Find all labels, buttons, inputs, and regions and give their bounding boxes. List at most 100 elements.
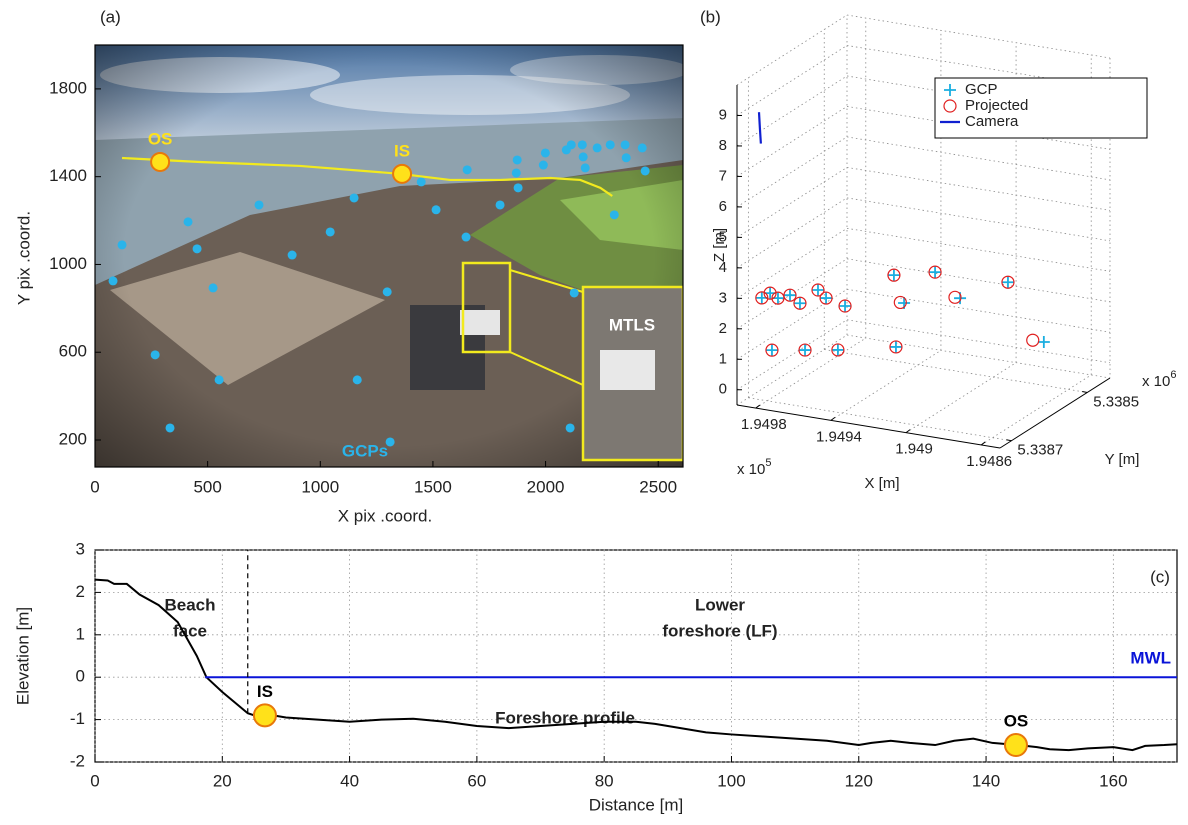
x-axis — [736, 404, 1001, 449]
gcp-point — [621, 153, 631, 163]
gcp-point — [431, 205, 441, 215]
gcp-point — [214, 375, 224, 385]
gcp-marker — [887, 269, 900, 282]
box-edge — [846, 14, 1111, 59]
gcp-marker — [929, 266, 942, 279]
gcp-point — [605, 140, 615, 150]
shoreline — [121, 156, 613, 197]
station-point — [252, 703, 277, 728]
grid-line — [736, 136, 848, 208]
y-axis — [999, 377, 1111, 449]
gcp-point — [578, 152, 588, 162]
gcp-point — [462, 165, 472, 175]
series-label: GCPs — [342, 441, 388, 460]
panel-label: (a) — [100, 7, 121, 26]
projected-marker — [948, 290, 962, 304]
x-tick-label: 160 — [1099, 771, 1127, 790]
x-tick-label: 1000 — [301, 477, 339, 496]
x-tick-label: 140 — [972, 771, 1000, 790]
x-tick-label: 1.9498 — [741, 416, 787, 433]
gcp-point — [580, 163, 590, 173]
projected-marker — [755, 291, 769, 305]
y-tick — [1006, 439, 1012, 442]
gcp-marker — [811, 284, 824, 297]
legend-label: Projected — [965, 97, 1028, 114]
panel-label: (b) — [700, 7, 721, 26]
gcp-point — [640, 166, 650, 176]
y-tick-label: 200 — [59, 429, 87, 448]
inset-marker — [461, 261, 512, 354]
y-tick-label: 1800 — [49, 78, 87, 97]
gcp-point — [254, 200, 264, 210]
gcp-point — [566, 140, 576, 150]
gcp-marker — [839, 300, 852, 313]
y-axis-label: Y [m] — [1105, 451, 1140, 468]
series-label: MWL — [1130, 649, 1171, 668]
gcp-point — [352, 375, 362, 385]
y-tick-label: 3 — [76, 539, 85, 558]
projected-marker — [798, 343, 812, 357]
x-tick-label: 1.949 — [895, 441, 933, 458]
x-axis-label: X pix .coord. — [338, 506, 433, 525]
y-tick-label: 0 — [76, 667, 85, 686]
gcp-point — [513, 183, 523, 193]
photo — [95, 45, 683, 467]
gcp-point — [287, 250, 297, 260]
gcp-point — [208, 283, 218, 293]
grid-line — [846, 288, 1111, 333]
projected-marker — [811, 283, 825, 297]
grid-line — [846, 136, 1111, 181]
x-tick-label: 1.9494 — [816, 428, 862, 445]
x-tick-label: 40 — [340, 771, 359, 790]
inset-scanner — [600, 350, 655, 390]
camera-track — [757, 112, 762, 144]
gcp-point — [385, 437, 395, 447]
box-edge — [736, 14, 848, 86]
inset-connector — [509, 269, 584, 293]
z-tick-label: 7 — [719, 167, 727, 184]
projected-marker — [783, 288, 797, 302]
projected-marker — [771, 291, 785, 305]
y-tick-label: 5.3385 — [1093, 393, 1139, 410]
x-tick-label: 2500 — [639, 477, 677, 496]
axis-multiplier: x 106 — [1142, 369, 1176, 390]
grid-line — [824, 349, 1088, 393]
series-label: OS — [1004, 712, 1029, 731]
z-tick-label: 4 — [719, 259, 727, 276]
y-tick-label: 1 — [76, 624, 85, 643]
grid-line — [736, 197, 848, 269]
station-point — [1003, 733, 1028, 758]
projected-marker — [928, 265, 942, 279]
axes-a-frame — [94, 44, 684, 468]
grid-line — [736, 319, 848, 391]
z-tick-label: 6 — [719, 198, 727, 215]
grid-line — [846, 197, 1111, 242]
x-tick-label: 1.9486 — [966, 453, 1012, 470]
gcp-marker — [793, 297, 806, 310]
y-tick-label: 2 — [76, 582, 85, 601]
gcp-point — [165, 423, 175, 433]
x-tick-label: 20 — [213, 771, 232, 790]
box-edge — [736, 334, 848, 406]
annotation: face — [173, 621, 207, 640]
legend-box — [934, 77, 1148, 139]
grid-line — [846, 227, 1111, 272]
gcp-point — [577, 140, 587, 150]
series-label: IS — [257, 682, 273, 701]
projected-marker — [889, 340, 903, 354]
projected-marker — [763, 286, 777, 300]
z-tick-label: 8 — [719, 137, 727, 154]
gcp-point — [117, 240, 127, 250]
box-edge — [846, 334, 1111, 379]
y-tick-label: -1 — [70, 709, 85, 728]
y-tick — [1082, 390, 1088, 393]
grid-line — [755, 337, 867, 409]
gcp-point — [512, 155, 522, 165]
annotation: MTLS — [609, 315, 655, 334]
z-tick-label: 9 — [719, 106, 727, 123]
grid-line — [846, 166, 1111, 211]
x-tick-label: 1500 — [414, 477, 452, 496]
gcp-point — [192, 244, 202, 254]
series-label: IS — [394, 141, 410, 160]
